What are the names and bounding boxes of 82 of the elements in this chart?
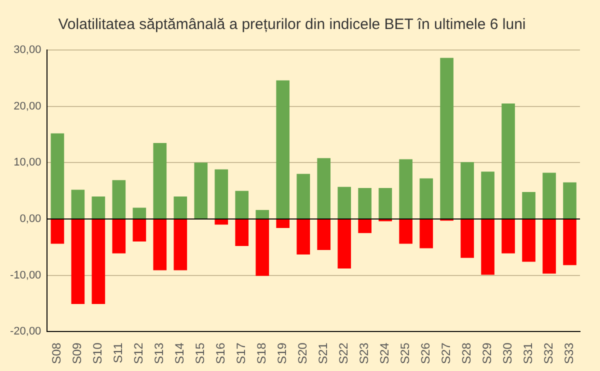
x-tick-label: S32 [542, 342, 556, 364]
bar [522, 192, 536, 218]
bar [502, 104, 515, 218]
bar [50, 133, 64, 218]
bar [194, 162, 208, 218]
x-tick-label: S30 [500, 342, 515, 364]
x-tick-label: S10 [90, 342, 105, 364]
bar [317, 158, 330, 218]
bar [296, 219, 310, 254]
x-tick-label: S08 [50, 342, 64, 364]
bar [174, 219, 188, 270]
y-tick-label: -20,00 [10, 326, 42, 338]
bar [481, 219, 494, 275]
y-tick-label: -10,00 [10, 269, 42, 282]
bar [440, 58, 454, 218]
x-tick-label: S09 [70, 342, 84, 364]
bar [92, 196, 106, 218]
x-tick-label: S14 [172, 342, 187, 364]
bar [399, 219, 412, 244]
bar [563, 182, 576, 218]
bar [296, 174, 310, 218]
bar [71, 190, 85, 218]
x-tick-label: S25 [398, 342, 412, 364]
bar [276, 219, 290, 228]
y-tick-label: 20,00 [14, 100, 42, 112]
x-tick-label: S18 [254, 342, 269, 364]
bar [502, 219, 515, 254]
y-tick-label: 0,00 [20, 213, 42, 226]
bar [153, 142, 167, 218]
x-tick-label: S31 [521, 342, 536, 364]
bar [338, 186, 351, 218]
bar [256, 219, 270, 276]
bar [358, 219, 372, 234]
bar [542, 219, 556, 274]
bar [153, 219, 167, 270]
bar [358, 188, 372, 218]
bar [71, 219, 85, 304]
bar [235, 190, 249, 218]
bar [399, 159, 412, 218]
x-tick-label: S33 [562, 342, 576, 364]
x-tick-label: S19 [275, 342, 290, 364]
bar [338, 219, 351, 269]
bar [522, 219, 536, 262]
bar [542, 172, 556, 218]
bar [112, 219, 126, 254]
bar [235, 219, 249, 246]
bar [481, 172, 494, 218]
x-tick-label: S29 [480, 342, 494, 364]
bar [132, 219, 146, 242]
x-tick-label: S12 [132, 342, 146, 364]
x-tick-label: S16 [214, 342, 228, 364]
x-tick-label: S27 [439, 342, 454, 364]
bar [420, 219, 433, 248]
bar [256, 210, 270, 218]
bar [214, 169, 228, 218]
y-tick-label: 30,00 [14, 44, 42, 56]
x-tick-label: S21 [316, 342, 330, 364]
bar [563, 219, 576, 266]
bar [174, 196, 188, 218]
bar [317, 219, 330, 250]
bar [132, 208, 146, 218]
x-tick-label: S28 [460, 342, 474, 364]
x-tick-label: S24 [378, 342, 392, 364]
x-tick-label: S20 [296, 342, 310, 364]
bar [50, 219, 64, 244]
x-tick-label: S17 [234, 342, 248, 364]
bar [420, 178, 433, 218]
x-tick-label: S11 [111, 342, 126, 364]
bar [92, 219, 106, 304]
x-tick-label: S26 [418, 342, 433, 364]
chart-title: Volatilitatea săptămânală a prețurilor din indicele BET în ultimele 6 luni [58, 16, 526, 34]
bar [214, 219, 228, 225]
x-tick-label: S22 [336, 342, 351, 364]
x-tick-label: S15 [193, 342, 208, 364]
x-tick-label: S13 [152, 342, 166, 364]
y-tick-label: 10,00 [14, 156, 42, 169]
bar [112, 180, 126, 218]
bar [378, 188, 392, 218]
bar [460, 162, 474, 218]
bar [276, 80, 290, 218]
bar [460, 219, 474, 258]
x-tick-label: S23 [357, 342, 372, 364]
